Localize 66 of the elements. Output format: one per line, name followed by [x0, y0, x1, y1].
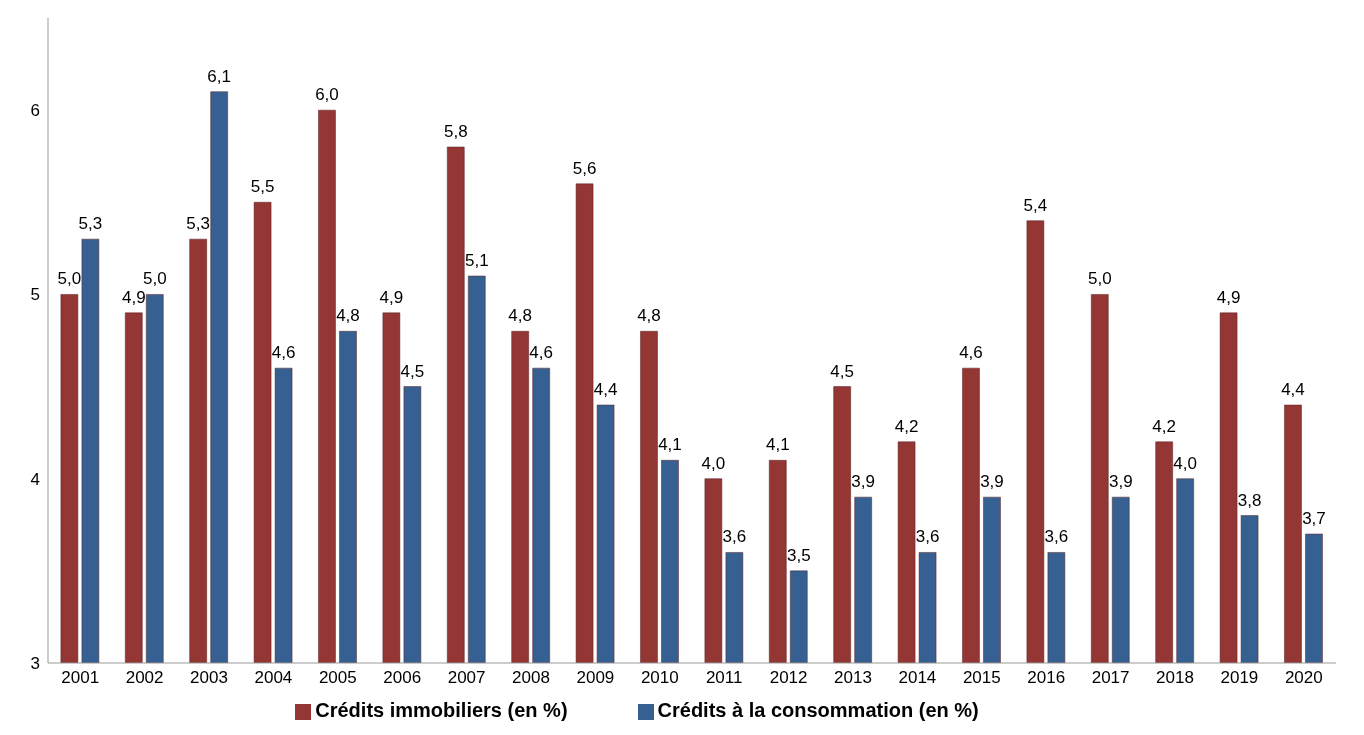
data-label: 3,8: [1237, 490, 1262, 510]
data-label: 3,9: [1108, 472, 1133, 492]
data-label: 5,0: [1087, 269, 1112, 289]
data-label: 4,6: [529, 343, 553, 363]
data-label: 4,4: [1281, 380, 1305, 399]
x-tick-label: 2005: [318, 668, 357, 688]
x-tick-label: 2004: [254, 668, 293, 688]
data-label: 3,6: [1044, 527, 1069, 547]
data-label: 4,0: [701, 453, 726, 473]
data-label: 6,1: [207, 66, 231, 86]
data-label: 4,5: [830, 361, 854, 381]
x-tick-label: 2015: [962, 668, 1001, 688]
data-label: 5,3: [186, 214, 210, 234]
data-label: 5,3: [78, 214, 103, 234]
data-label: 4,1: [658, 435, 682, 455]
data-label: 3,9: [980, 472, 1004, 492]
data-label: 3,7: [1302, 509, 1326, 528]
x-tick-label: 2010: [640, 668, 679, 688]
data-label: 4,6: [271, 343, 296, 363]
data-label: 4,8: [637, 306, 661, 326]
x-tick-label: 2007: [447, 668, 486, 688]
data-label: 4,8: [336, 306, 360, 326]
data-label: 5,6: [572, 158, 597, 178]
x-tick-label: 2012: [769, 668, 808, 688]
data-label: 4,2: [894, 416, 919, 436]
data-label: 5,8: [443, 122, 468, 141]
legend-label: Crédits immobiliers (en %): [315, 699, 568, 721]
x-tick-label: 2016: [1027, 668, 1066, 688]
x-tick-label: 2001: [61, 668, 100, 688]
x-tick-label: 2003: [190, 668, 228, 688]
data-label: 4,2: [1152, 416, 1176, 436]
data-label: 4,4: [593, 380, 618, 399]
data-label: 4,5: [400, 361, 425, 381]
x-tick-label: 2008: [512, 668, 550, 688]
data-label: 3,9: [851, 472, 875, 492]
data-label: 4,8: [508, 306, 532, 326]
x-tick-label: 2017: [1091, 668, 1130, 688]
data-label: 3,5: [786, 545, 811, 565]
data-label: 5,4: [1023, 195, 1048, 215]
data-label: 4,1: [765, 435, 790, 455]
x-tick-label: 2009: [576, 668, 615, 688]
data-label: 3,6: [722, 527, 747, 547]
data-label: 4,9: [121, 287, 146, 307]
x-tick-label: 2020: [1284, 668, 1323, 688]
data-label: 5,5: [250, 177, 275, 197]
data-label: 4,9: [1216, 287, 1241, 307]
data-label: 4,0: [1173, 453, 1197, 473]
data-label: 4,9: [379, 287, 404, 307]
x-tick-label: 2013: [834, 668, 872, 688]
y-tick-label: 5: [30, 285, 40, 305]
legend-label: Crédits à la consommation (en %): [657, 699, 979, 721]
x-tick-label: 2006: [383, 668, 422, 688]
data-label: 5,1: [464, 251, 489, 270]
data-label: 5,0: [57, 269, 82, 289]
y-tick-label: 6: [30, 101, 40, 121]
y-tick-label: 4: [30, 469, 40, 489]
x-tick-label: 2014: [898, 668, 937, 688]
data-label: 4,6: [959, 343, 983, 363]
x-tick-label: 2019: [1220, 668, 1259, 688]
x-tick-label: 2018: [1156, 668, 1194, 688]
x-tick-label: 2011: [705, 668, 743, 688]
data-label: 3,6: [915, 527, 940, 547]
data-label: 6,0: [315, 85, 339, 105]
y-tick-label: 3: [30, 654, 40, 674]
data-label: 5,0: [142, 269, 167, 289]
x-tick-label: 2002: [125, 668, 164, 688]
